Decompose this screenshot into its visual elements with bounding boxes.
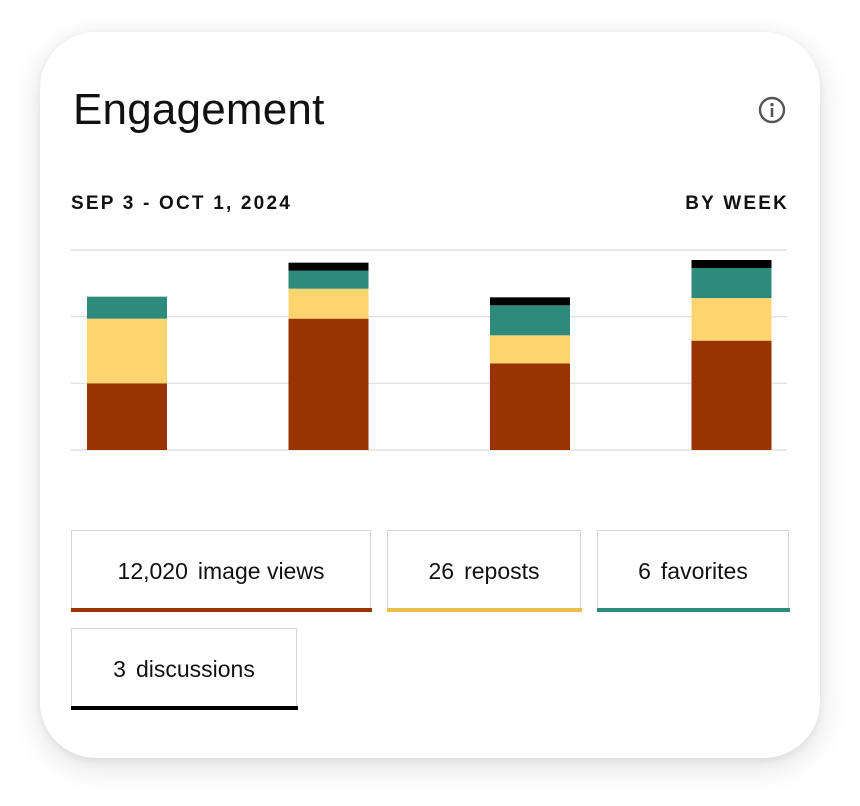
- legend-item-discussions[interactable]: 3 discussions: [70, 628, 298, 710]
- discussions-underline: [70, 706, 298, 710]
- bar-segment-favorites-week-2[interactable]: [288, 270, 369, 289]
- reposts-label: reposts: [464, 558, 540, 584]
- info-circle-icon[interactable]: [758, 96, 786, 124]
- bar-segment-reposts-week-1[interactable]: [87, 318, 167, 384]
- legend-item-favorites[interactable]: 6 favorites: [596, 530, 790, 612]
- bar-segment-favorites-week-4[interactable]: [691, 268, 772, 298]
- bar-segment-discussions-week-4[interactable]: [691, 260, 772, 268]
- engagement-bar-chart: [71, 249, 787, 451]
- reposts-underline: [386, 608, 582, 612]
- bar-segment-reposts-week-2[interactable]: [288, 288, 369, 319]
- discussions-label: discussions: [135, 656, 255, 682]
- engagement-card: Engagement SEP 3 - OCT 1, 2024 BY WEEK 1…: [40, 32, 820, 758]
- legend-item-image-views[interactable]: 12,020 image views: [70, 530, 372, 612]
- favorites-underline: [596, 608, 790, 612]
- legend-item-reposts[interactable]: 26 reposts: [386, 530, 582, 612]
- bar-segment-favorites-week-3[interactable]: [490, 305, 570, 336]
- granularity-selector[interactable]: BY WEEK: [685, 193, 789, 214]
- image-views-label: image views: [197, 558, 325, 584]
- bar-segment-discussions-week-2[interactable]: [288, 262, 369, 271]
- bar-segment-image-views-week-2[interactable]: [288, 318, 369, 450]
- date-range-label: SEP 3 - OCT 1, 2024: [71, 193, 292, 214]
- bar-segment-discussions-week-3[interactable]: [490, 297, 570, 306]
- bar-segment-reposts-week-3[interactable]: [490, 335, 570, 364]
- image-views-count: 12,020: [117, 558, 188, 584]
- reposts-count: 26: [428, 558, 455, 584]
- bar-segment-image-views-week-4[interactable]: [691, 340, 772, 450]
- image-views-underline: [70, 608, 372, 612]
- bar-segment-favorites-week-1[interactable]: [87, 296, 167, 319]
- discussions-count: 3: [113, 656, 126, 682]
- bar-segment-image-views-week-3[interactable]: [490, 363, 570, 450]
- card-title: Engagement: [73, 85, 325, 134]
- favorites-count: 6: [638, 558, 651, 584]
- favorites-label: favorites: [660, 558, 748, 584]
- bar-segment-reposts-week-4[interactable]: [691, 298, 772, 341]
- bar-segment-image-views-week-1[interactable]: [87, 383, 167, 450]
